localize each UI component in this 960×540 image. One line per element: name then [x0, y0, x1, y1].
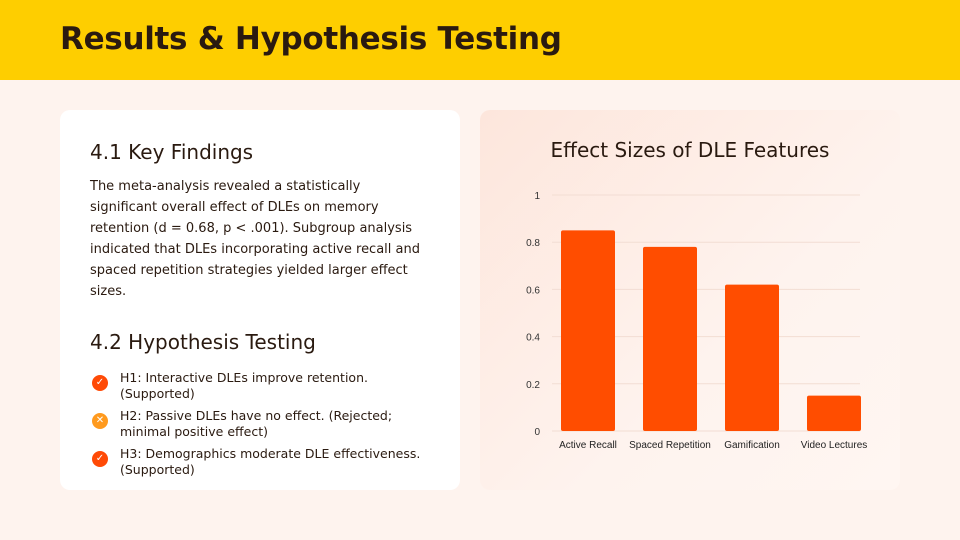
- x-tick-label: Spaced Repetition: [629, 440, 711, 451]
- y-tick-label: 0.2: [526, 380, 540, 391]
- hypothesis-item: ✓ H1: Interactive DLEs improve retention…: [90, 370, 430, 402]
- findings-card: 4.1 Key Findings The meta-analysis revea…: [60, 110, 460, 490]
- hypothesis-item: ✕ H2: Passive DLEs have no effect. (Reje…: [90, 408, 430, 440]
- x-icon: ✕: [92, 413, 108, 429]
- y-tick-label: 0.6: [526, 285, 540, 296]
- hypothesis-text: H2: Passive DLEs have no effect. (Reject…: [120, 408, 393, 439]
- bar-chart: 0 0.2 0.4 0.6 0.8 1 Active Recall Spaced Repeti…: [526, 191, 868, 451]
- x-tick-label: Video Lectures: [801, 440, 868, 451]
- bar-spaced-repetition: [643, 246, 697, 431]
- header-bar: Results & Hypothesis Testing: [0, 0, 960, 80]
- chart-card: Effect Sizes of DLE Features 0 0.2 0.4 0.6 0…: [480, 110, 900, 490]
- key-findings-title: 4.1 Key Findings: [90, 140, 254, 164]
- y-tick-label: 0: [534, 427, 540, 438]
- x-tick-label: Active Recall: [559, 440, 617, 451]
- y-tick-label: 1: [534, 191, 540, 202]
- chart-title: Effect Sizes of DLE Features: [550, 138, 830, 162]
- key-findings-text: The meta-analysis revealed a statistical…: [90, 179, 420, 299]
- hypothesis-list: ✓ H1: Interactive DLEs improve retention…: [90, 370, 430, 484]
- hypothesis-text: H1: Interactive DLEs improve retention. …: [120, 370, 368, 401]
- bar-active-recall: [561, 230, 615, 431]
- x-tick-label: Gamification: [724, 440, 780, 451]
- hypothesis-text: H3: Demographics moderate DLE effectiven…: [120, 446, 421, 477]
- bar-gamification: [725, 284, 779, 431]
- y-tick-label: 0.4: [526, 333, 540, 344]
- page-title: Results & Hypothesis Testing: [60, 21, 562, 57]
- y-tick-label: 0.8: [526, 238, 540, 249]
- bar-video-lectures: [807, 395, 861, 431]
- hypothesis-item: ✓ H3: Demographics moderate DLE effectiv…: [90, 446, 430, 478]
- hypothesis-testing-title: 4.2 Hypothesis Testing: [90, 330, 316, 354]
- check-icon: ✓: [92, 451, 108, 467]
- check-icon: ✓: [92, 375, 108, 391]
